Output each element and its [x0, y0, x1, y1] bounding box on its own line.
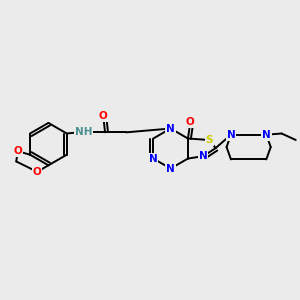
Text: N: N — [166, 124, 175, 134]
Text: O: O — [13, 146, 22, 156]
Text: O: O — [99, 111, 108, 121]
Text: N: N — [166, 164, 175, 173]
Text: N: N — [262, 130, 271, 140]
Text: N: N — [149, 154, 158, 164]
Text: S: S — [206, 135, 213, 145]
Text: NH: NH — [75, 127, 93, 137]
Text: N: N — [199, 151, 208, 161]
Text: O: O — [33, 167, 42, 177]
Text: N: N — [226, 130, 235, 140]
Text: O: O — [186, 117, 195, 127]
